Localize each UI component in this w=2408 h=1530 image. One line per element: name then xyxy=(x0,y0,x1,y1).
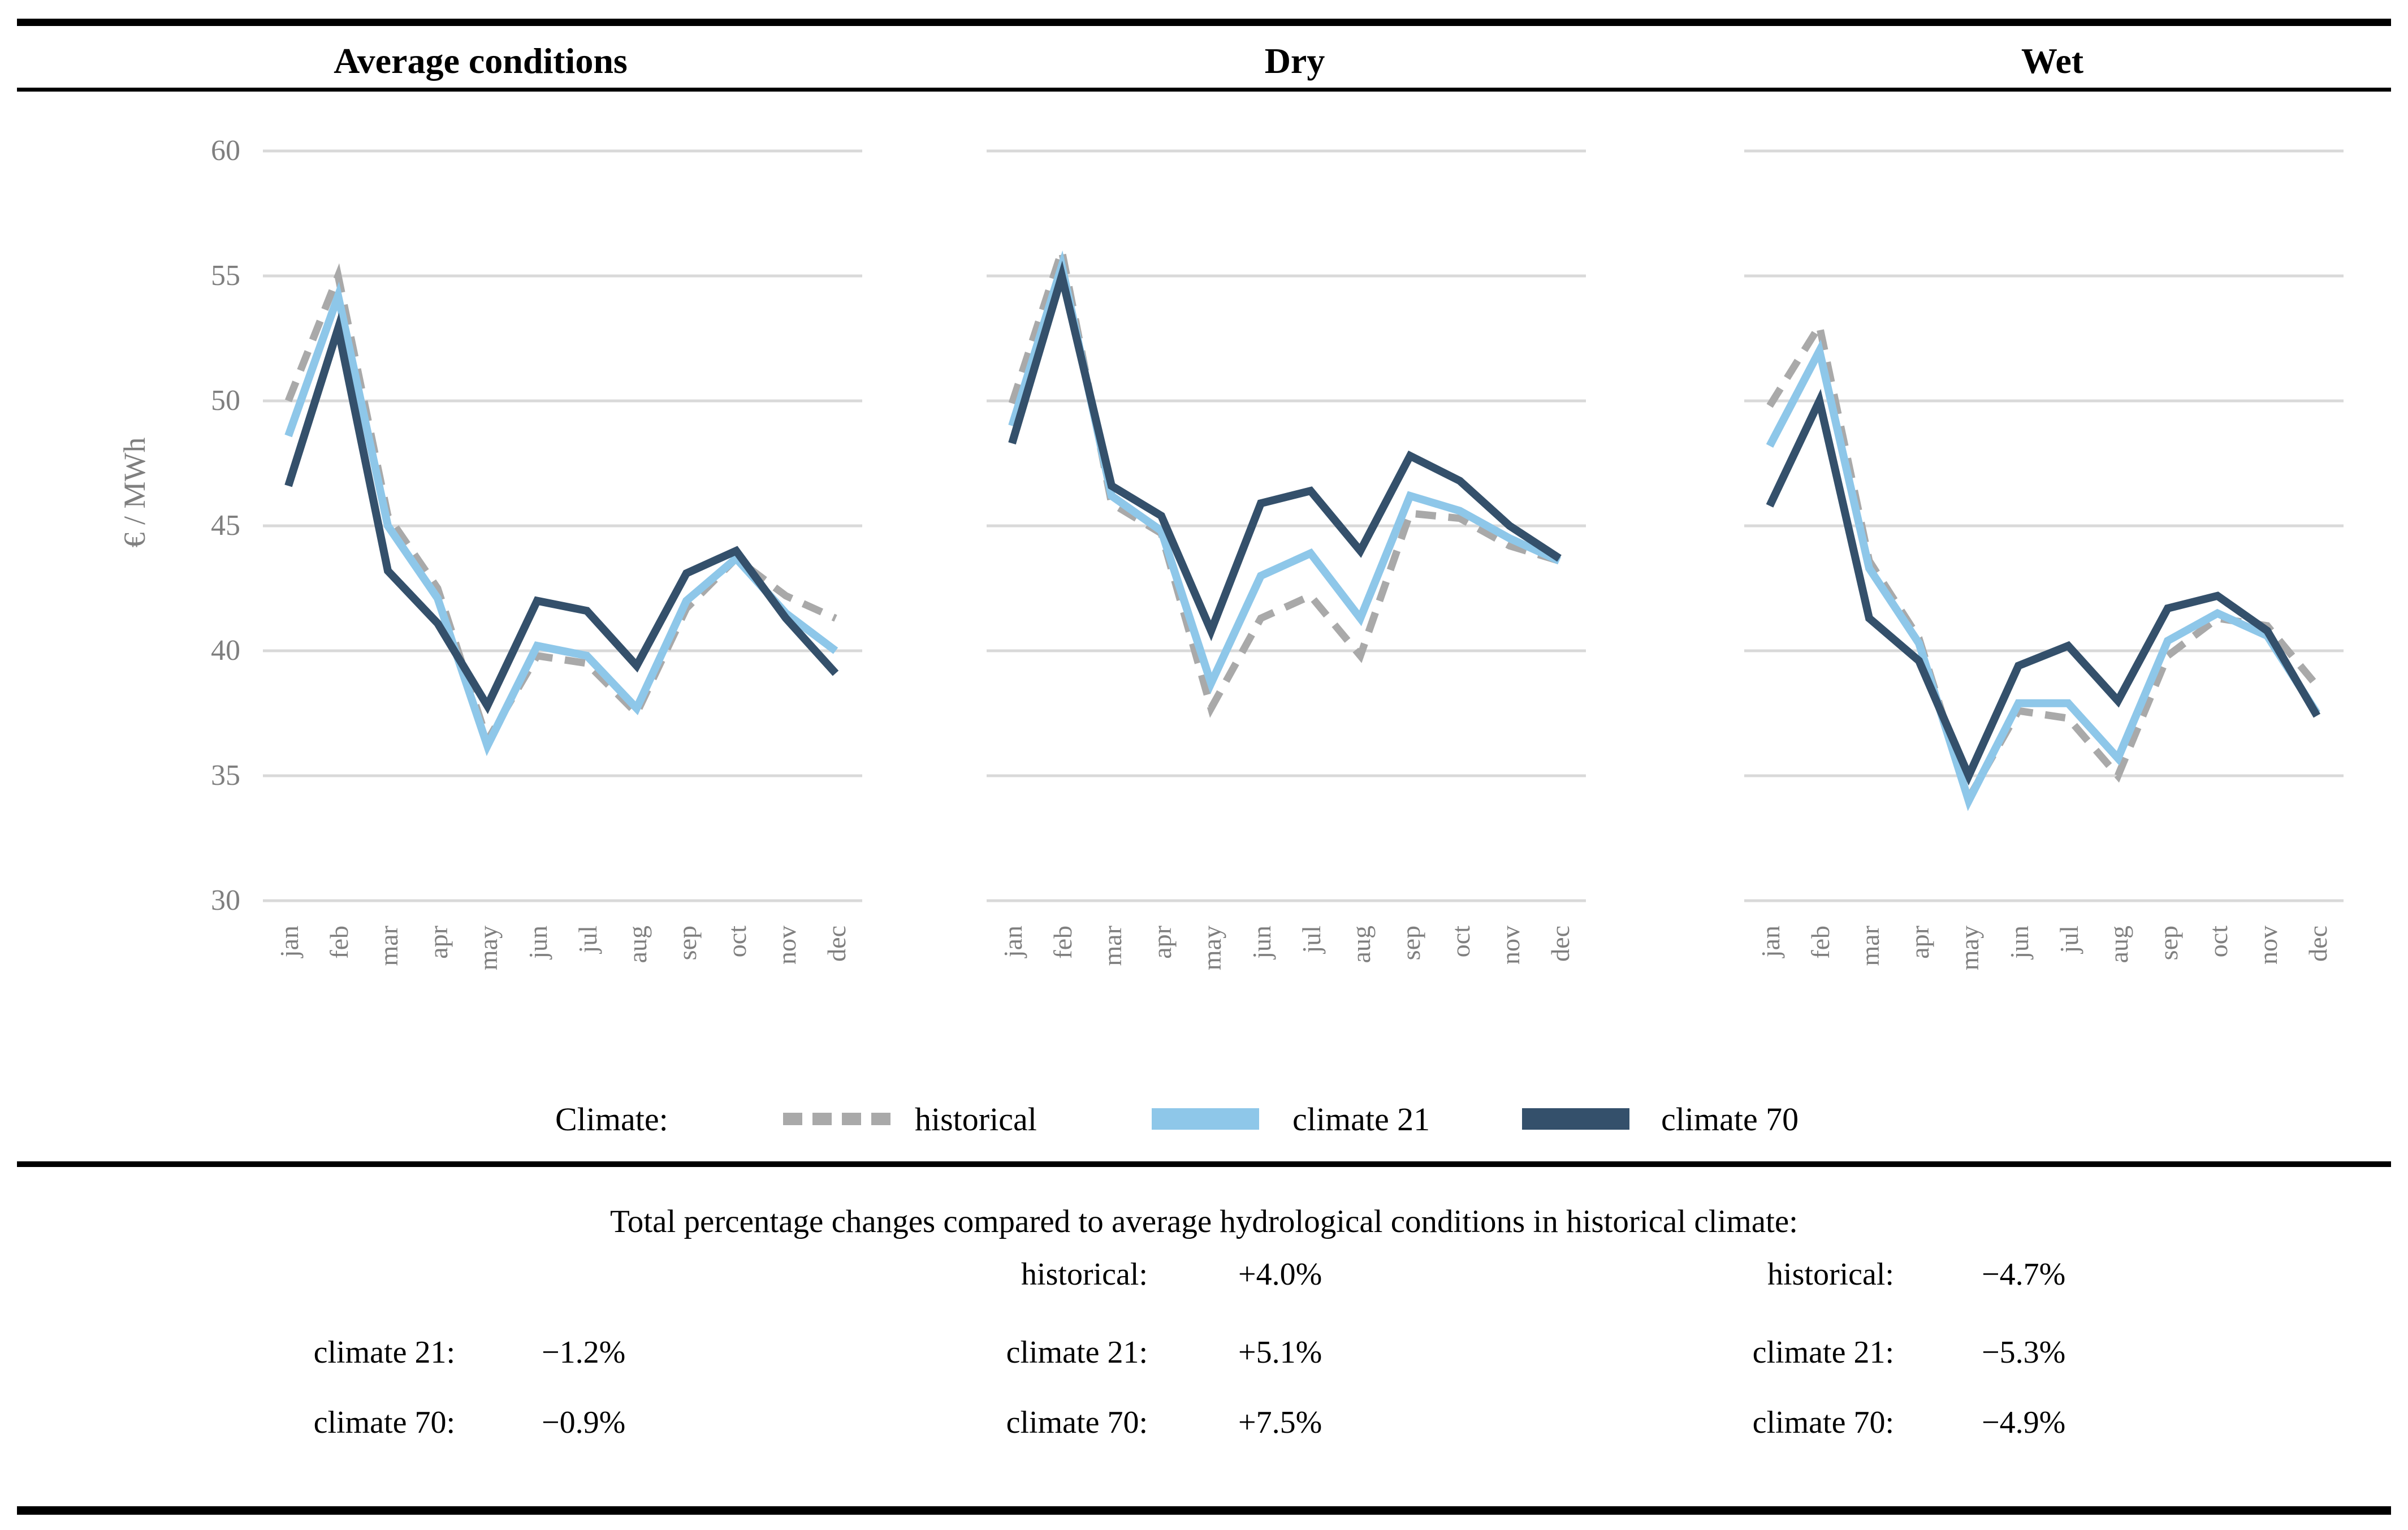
series-line-climate-70 xyxy=(284,313,839,714)
y-tick-45: 45 xyxy=(211,509,240,542)
x-tick-nov: nov xyxy=(2254,926,2282,965)
legend-bottom-rule xyxy=(17,1161,2391,1167)
x-tick-nov: nov xyxy=(1496,926,1525,965)
x-tick-sep: sep xyxy=(1397,926,1425,960)
stat-value: +7.5% xyxy=(1238,1405,1322,1440)
stat-value: +5.1% xyxy=(1238,1335,1322,1370)
stat-label: climate 21: xyxy=(1006,1335,1148,1370)
stat-label: climate 70: xyxy=(1752,1405,1894,1440)
chart-wet: jan feb mar apr may jun jul aug sep oct nov dec xyxy=(1744,149,2344,970)
x-tick-nov: nov xyxy=(772,926,801,965)
y-tick-30: 30 xyxy=(211,884,240,917)
stat-label: climate 21: xyxy=(1752,1335,1894,1370)
x-tick-jul: jul xyxy=(573,926,602,954)
x-tick-jan: jan xyxy=(998,926,1027,958)
stat-label: historical: xyxy=(1767,1257,1894,1292)
x-tick-may: may xyxy=(474,926,503,970)
series-line-climate-21 xyxy=(284,281,838,757)
x-tick-may: may xyxy=(1955,926,1984,970)
stat-value: −4.7% xyxy=(1982,1257,2066,1292)
chart-average-conditions: jan feb mar apr may jun jul aug sep oct nov dec xyxy=(263,149,862,970)
stat-label: climate 21: xyxy=(313,1335,455,1370)
x-tick-mar: mar xyxy=(374,926,403,966)
x-tick-oct: oct xyxy=(723,926,751,957)
x-tick-jan: jan xyxy=(1756,926,1785,958)
legend-swatch-climate-70 xyxy=(1522,1108,1629,1130)
x-tick-aug: aug xyxy=(2104,926,2133,963)
series-line-climate-70 xyxy=(1008,260,1562,641)
x-tick-apr: apr xyxy=(1905,926,1934,959)
y-tick-40: 40 xyxy=(211,634,240,667)
legend-item-climate-21: climate 21 xyxy=(1292,1101,1430,1138)
chart-dry: jan feb mar apr may jun jul aug sep oct nov dec xyxy=(987,149,1586,970)
x-tick-jul: jul xyxy=(1297,926,1326,954)
x-tick-dec: dec xyxy=(1546,926,1575,962)
stat-value: −4.9% xyxy=(1982,1405,2066,1440)
y-axis-title: € / MWh xyxy=(118,437,152,548)
column-header-wet: Wet xyxy=(2021,41,2084,81)
x-tick-apr: apr xyxy=(424,926,453,959)
stat-value: −1.2% xyxy=(542,1335,626,1370)
legend-swatch-climate-21 xyxy=(1152,1108,1259,1130)
x-tick-jun: jun xyxy=(1247,926,1276,960)
y-tick-50: 50 xyxy=(211,384,240,417)
x-tick-jun: jun xyxy=(2005,926,2034,960)
x-tick-may: may xyxy=(1197,926,1226,970)
series-line-climate-70 xyxy=(1766,388,2321,786)
stat-value: −5.3% xyxy=(1982,1335,2066,1370)
x-tick-sep: sep xyxy=(673,926,702,960)
x-tick-aug: aug xyxy=(1347,926,1376,963)
legend-swatch-historical xyxy=(783,1113,890,1125)
column-header-average-conditions: Average conditions xyxy=(334,41,628,81)
series-line-historical xyxy=(284,263,837,750)
x-tick-feb: feb xyxy=(325,926,353,959)
x-tick-jan: jan xyxy=(275,926,304,958)
x-tick-jun: jun xyxy=(524,926,552,960)
legend-item-historical: historical xyxy=(915,1101,1037,1138)
series-line-historical xyxy=(1008,236,1560,718)
y-tick-55: 55 xyxy=(211,260,240,292)
x-tick-dec: dec xyxy=(2303,926,2332,962)
x-tick-jul: jul xyxy=(2055,926,2083,954)
stats-title: Total percentage changes compared to ave… xyxy=(609,1204,1799,1239)
stat-label: climate 70: xyxy=(313,1405,455,1440)
x-tick-oct: oct xyxy=(1446,926,1475,957)
y-tick-35: 35 xyxy=(211,759,240,792)
stat-value: −0.9% xyxy=(542,1405,626,1440)
series-line-climate-21 xyxy=(1766,339,2320,811)
stat-label: climate 70: xyxy=(1006,1405,1148,1440)
x-tick-sep: sep xyxy=(2154,926,2183,960)
series-line-climate-21 xyxy=(1008,250,1561,694)
column-header-dry: Dry xyxy=(1264,41,1325,81)
top-border-rule xyxy=(17,19,2391,26)
x-tick-mar: mar xyxy=(1098,926,1127,966)
x-tick-feb: feb xyxy=(1048,926,1077,959)
stat-value: +4.0% xyxy=(1238,1257,1322,1292)
legend-title: Climate: xyxy=(555,1101,668,1138)
header-bottom-rule xyxy=(17,88,2391,92)
stat-label: historical: xyxy=(1021,1257,1148,1292)
x-tick-feb: feb xyxy=(1806,926,1835,959)
legend-item-climate-70: climate 70 xyxy=(1661,1101,1799,1138)
x-tick-mar: mar xyxy=(1856,926,1884,966)
x-tick-apr: apr xyxy=(1148,926,1177,959)
bottom-border-rule xyxy=(17,1506,2391,1515)
x-tick-dec: dec xyxy=(822,926,851,962)
x-tick-aug: aug xyxy=(623,926,652,963)
series-line-historical xyxy=(1766,316,2320,808)
y-tick-60: 60 xyxy=(211,135,240,167)
x-tick-oct: oct xyxy=(2204,926,2233,957)
